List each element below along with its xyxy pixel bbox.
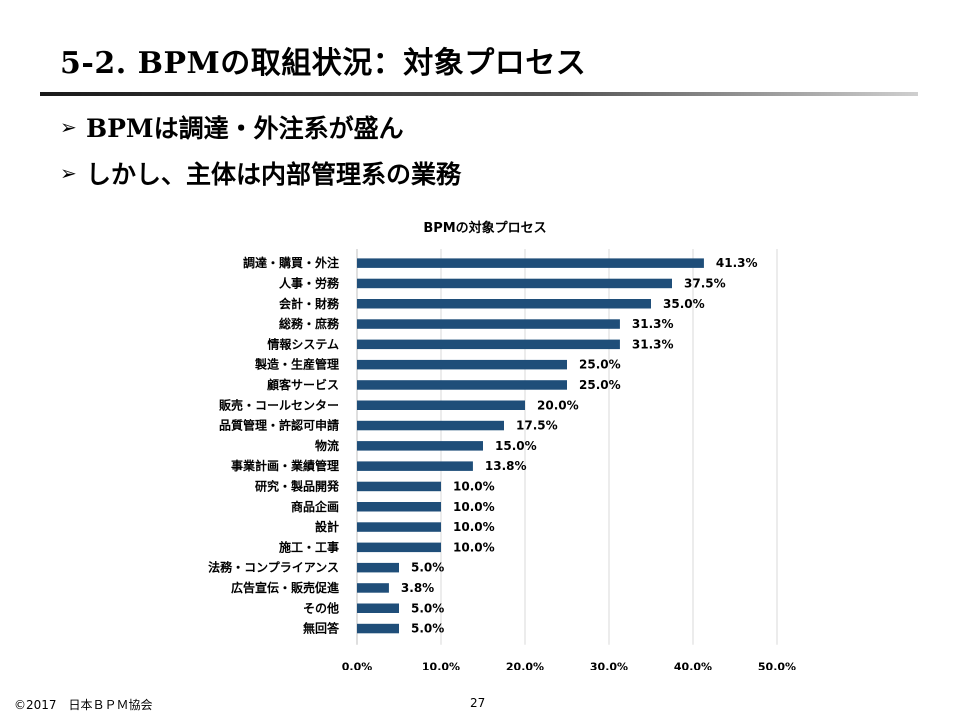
category-label: 人事・労務: [279, 275, 340, 290]
slide-title: 5-2. BPMの取組状況：対象プロセス: [60, 46, 587, 81]
bar: [357, 583, 389, 593]
value-label: 41.3%: [716, 256, 758, 270]
value-label: 10.0%: [453, 540, 495, 554]
bar: [357, 258, 704, 268]
category-label: 会計・財務: [279, 296, 340, 311]
bar: [357, 319, 620, 329]
category-label: 物流: [315, 438, 339, 453]
arrow-bullet-icon: ➢: [60, 161, 77, 185]
bar: [357, 461, 473, 471]
category-label: 設計: [315, 519, 339, 534]
bullet-text-2: しかし、主体は内部管理系の業務: [86, 160, 462, 189]
value-label: 10.0%: [453, 500, 495, 514]
bullet-item-2: ➢ しかし、主体は内部管理系の業務: [60, 150, 461, 196]
x-tick-label: 40.0%: [674, 661, 712, 670]
value-label: 15.0%: [495, 439, 537, 453]
bullet-item-1: ➢ BPMは調達・外注系が盛ん: [60, 104, 461, 150]
category-label: 広告宣伝・販売促進: [231, 580, 340, 595]
bars: [357, 258, 704, 634]
value-label: 5.0%: [411, 622, 444, 636]
value-label: 25.0%: [579, 358, 621, 372]
category-label: 情報システム: [267, 336, 339, 351]
value-label: 17.5%: [516, 419, 558, 433]
bar: [357, 502, 441, 512]
labels: 0.0% 10.0% 20.0% 30.0% 40.0% 50.0% 調達・購買・外注 41.…: [208, 255, 796, 670]
value-label: 10.0%: [453, 479, 495, 493]
value-label: 37.5%: [684, 276, 726, 290]
title-rule: [40, 92, 918, 96]
bar-chart: BPMの対象プロセス 0.0% 10.0% 20.0% 30.0% 40.0% 50.0%…: [150, 210, 820, 670]
bar: [357, 299, 651, 309]
bar: [357, 562, 399, 573]
category-label: 販売・コールセンター: [219, 397, 339, 412]
x-tick-label: 20.0%: [506, 661, 544, 670]
category-label: 施工・工事: [279, 539, 339, 554]
category-label: 品質管理・許認可申請: [219, 418, 339, 433]
value-label: 10.0%: [453, 520, 495, 534]
category-label: その他: [303, 600, 339, 615]
category-label: 顧客サービス: [267, 377, 339, 392]
arrow-bullet-icon: ➢: [60, 115, 77, 139]
category-label: 製造・生産管理: [254, 357, 339, 372]
chart-title: BPMの対象プロセス: [423, 220, 546, 236]
bar: [357, 481, 441, 492]
bar: [357, 339, 620, 350]
category-label: 法務・コンプライアンス: [208, 560, 339, 575]
x-tick-label: 30.0%: [590, 661, 628, 670]
bar-chart-svg: BPMの対象プロセス 0.0% 10.0% 20.0% 30.0% 40.0% 50.0%…: [208, 220, 796, 670]
category-label: 総務・庶務: [279, 316, 340, 331]
x-tick-label: 10.0%: [422, 661, 460, 670]
bar: [357, 603, 399, 613]
bar: [357, 542, 441, 553]
category-label: 研究・製品開発: [255, 478, 340, 493]
bar: [357, 278, 672, 289]
bullet-text-1: BPMは調達・外注系が盛ん: [86, 114, 404, 143]
category-label: 無回答: [303, 621, 340, 636]
value-label: 31.3%: [632, 337, 674, 351]
category-label: 事業計画・業績管理: [231, 458, 339, 473]
value-label: 25.0%: [579, 378, 621, 392]
footer-copyright: ©2017 日本ＢＰＭ協会: [14, 698, 153, 712]
bullet-list: ➢ BPMは調達・外注系が盛ん ➢ しかし、主体は内部管理系の業務: [60, 104, 461, 196]
category-label: 調達・購買・外注: [243, 255, 339, 270]
x-tick-label: 50.0%: [758, 661, 796, 670]
value-label: 31.3%: [632, 317, 674, 331]
page-number: 27: [470, 696, 486, 710]
value-label: 20.0%: [537, 398, 579, 412]
x-tick-label: 0.0%: [342, 661, 373, 670]
value-label: 35.0%: [663, 297, 705, 311]
grid-lines: [356, 249, 778, 645]
value-label: 3.8%: [401, 581, 434, 595]
bar: [357, 380, 567, 390]
category-label: 商品企画: [291, 499, 339, 514]
value-label: 5.0%: [411, 601, 444, 615]
bar: [357, 400, 525, 410]
bar: [357, 441, 483, 451]
value-label: 5.0%: [411, 561, 444, 575]
bar: [357, 522, 441, 532]
bar: [357, 359, 567, 370]
bar: [357, 623, 399, 634]
value-label: 13.8%: [485, 459, 527, 473]
bar: [357, 420, 504, 431]
